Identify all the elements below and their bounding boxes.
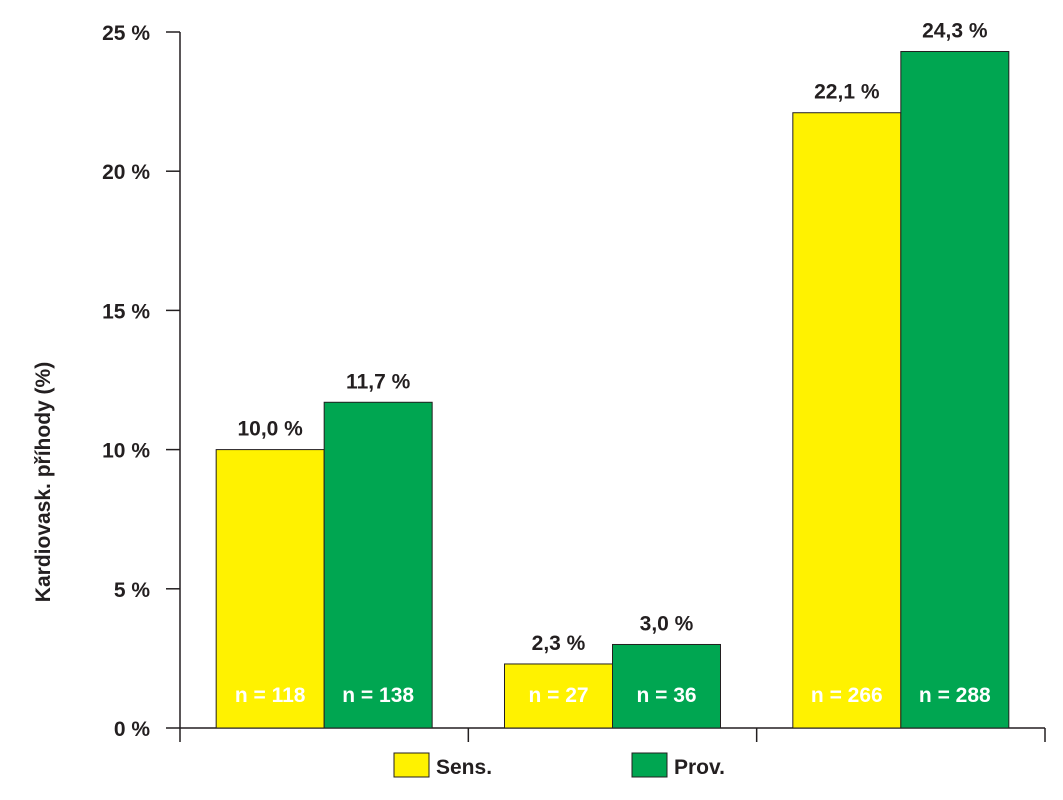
legend: Sens. Prov. bbox=[393, 752, 725, 779]
y-tick-label: 15 % bbox=[102, 300, 150, 323]
value-label: 3,0 % bbox=[640, 612, 694, 635]
bar bbox=[215, 449, 325, 729]
bars-group bbox=[215, 50, 1010, 729]
y-tick-label: 10 % bbox=[102, 440, 150, 463]
bar bbox=[792, 112, 902, 729]
value-label: 2,3 % bbox=[532, 632, 586, 655]
n-label: n = 118 bbox=[235, 684, 306, 707]
y-axis-title: Kardiovask. příhody (%) bbox=[32, 362, 55, 602]
bar bbox=[612, 643, 721, 729]
data-labels-group: 10,0 % n = 118 11,7 % n = 138 2,3 % n = 27 3,0… bbox=[235, 19, 991, 707]
value-label: 22,1 % bbox=[814, 81, 880, 104]
bar bbox=[323, 401, 433, 729]
y-tick-label: 25 % bbox=[102, 22, 150, 45]
bar bbox=[900, 50, 1010, 729]
value-label: 11,7 % bbox=[346, 370, 411, 393]
n-label: n = 266 bbox=[811, 684, 883, 707]
n-label: n = 27 bbox=[528, 684, 588, 707]
n-label: n = 138 bbox=[342, 684, 414, 707]
legend-swatch bbox=[393, 752, 430, 778]
y-tick-label: 20 % bbox=[102, 161, 150, 184]
n-label: n = 36 bbox=[636, 684, 696, 707]
legend-label: Sens. bbox=[436, 756, 492, 779]
x-axis bbox=[179, 727, 1046, 742]
y-axis: 0 % 5 % 10 % 15 % 20 % 25 % bbox=[102, 22, 181, 741]
n-label: n = 288 bbox=[919, 684, 991, 707]
y-tick-label: 0 % bbox=[114, 718, 151, 741]
legend-label: Prov. bbox=[674, 756, 725, 779]
legend-swatch bbox=[631, 752, 668, 778]
value-label: 10,0 % bbox=[237, 418, 303, 441]
value-label: 24,3 % bbox=[922, 19, 988, 42]
y-tick-label: 5 % bbox=[114, 579, 151, 602]
bar bbox=[504, 663, 613, 729]
